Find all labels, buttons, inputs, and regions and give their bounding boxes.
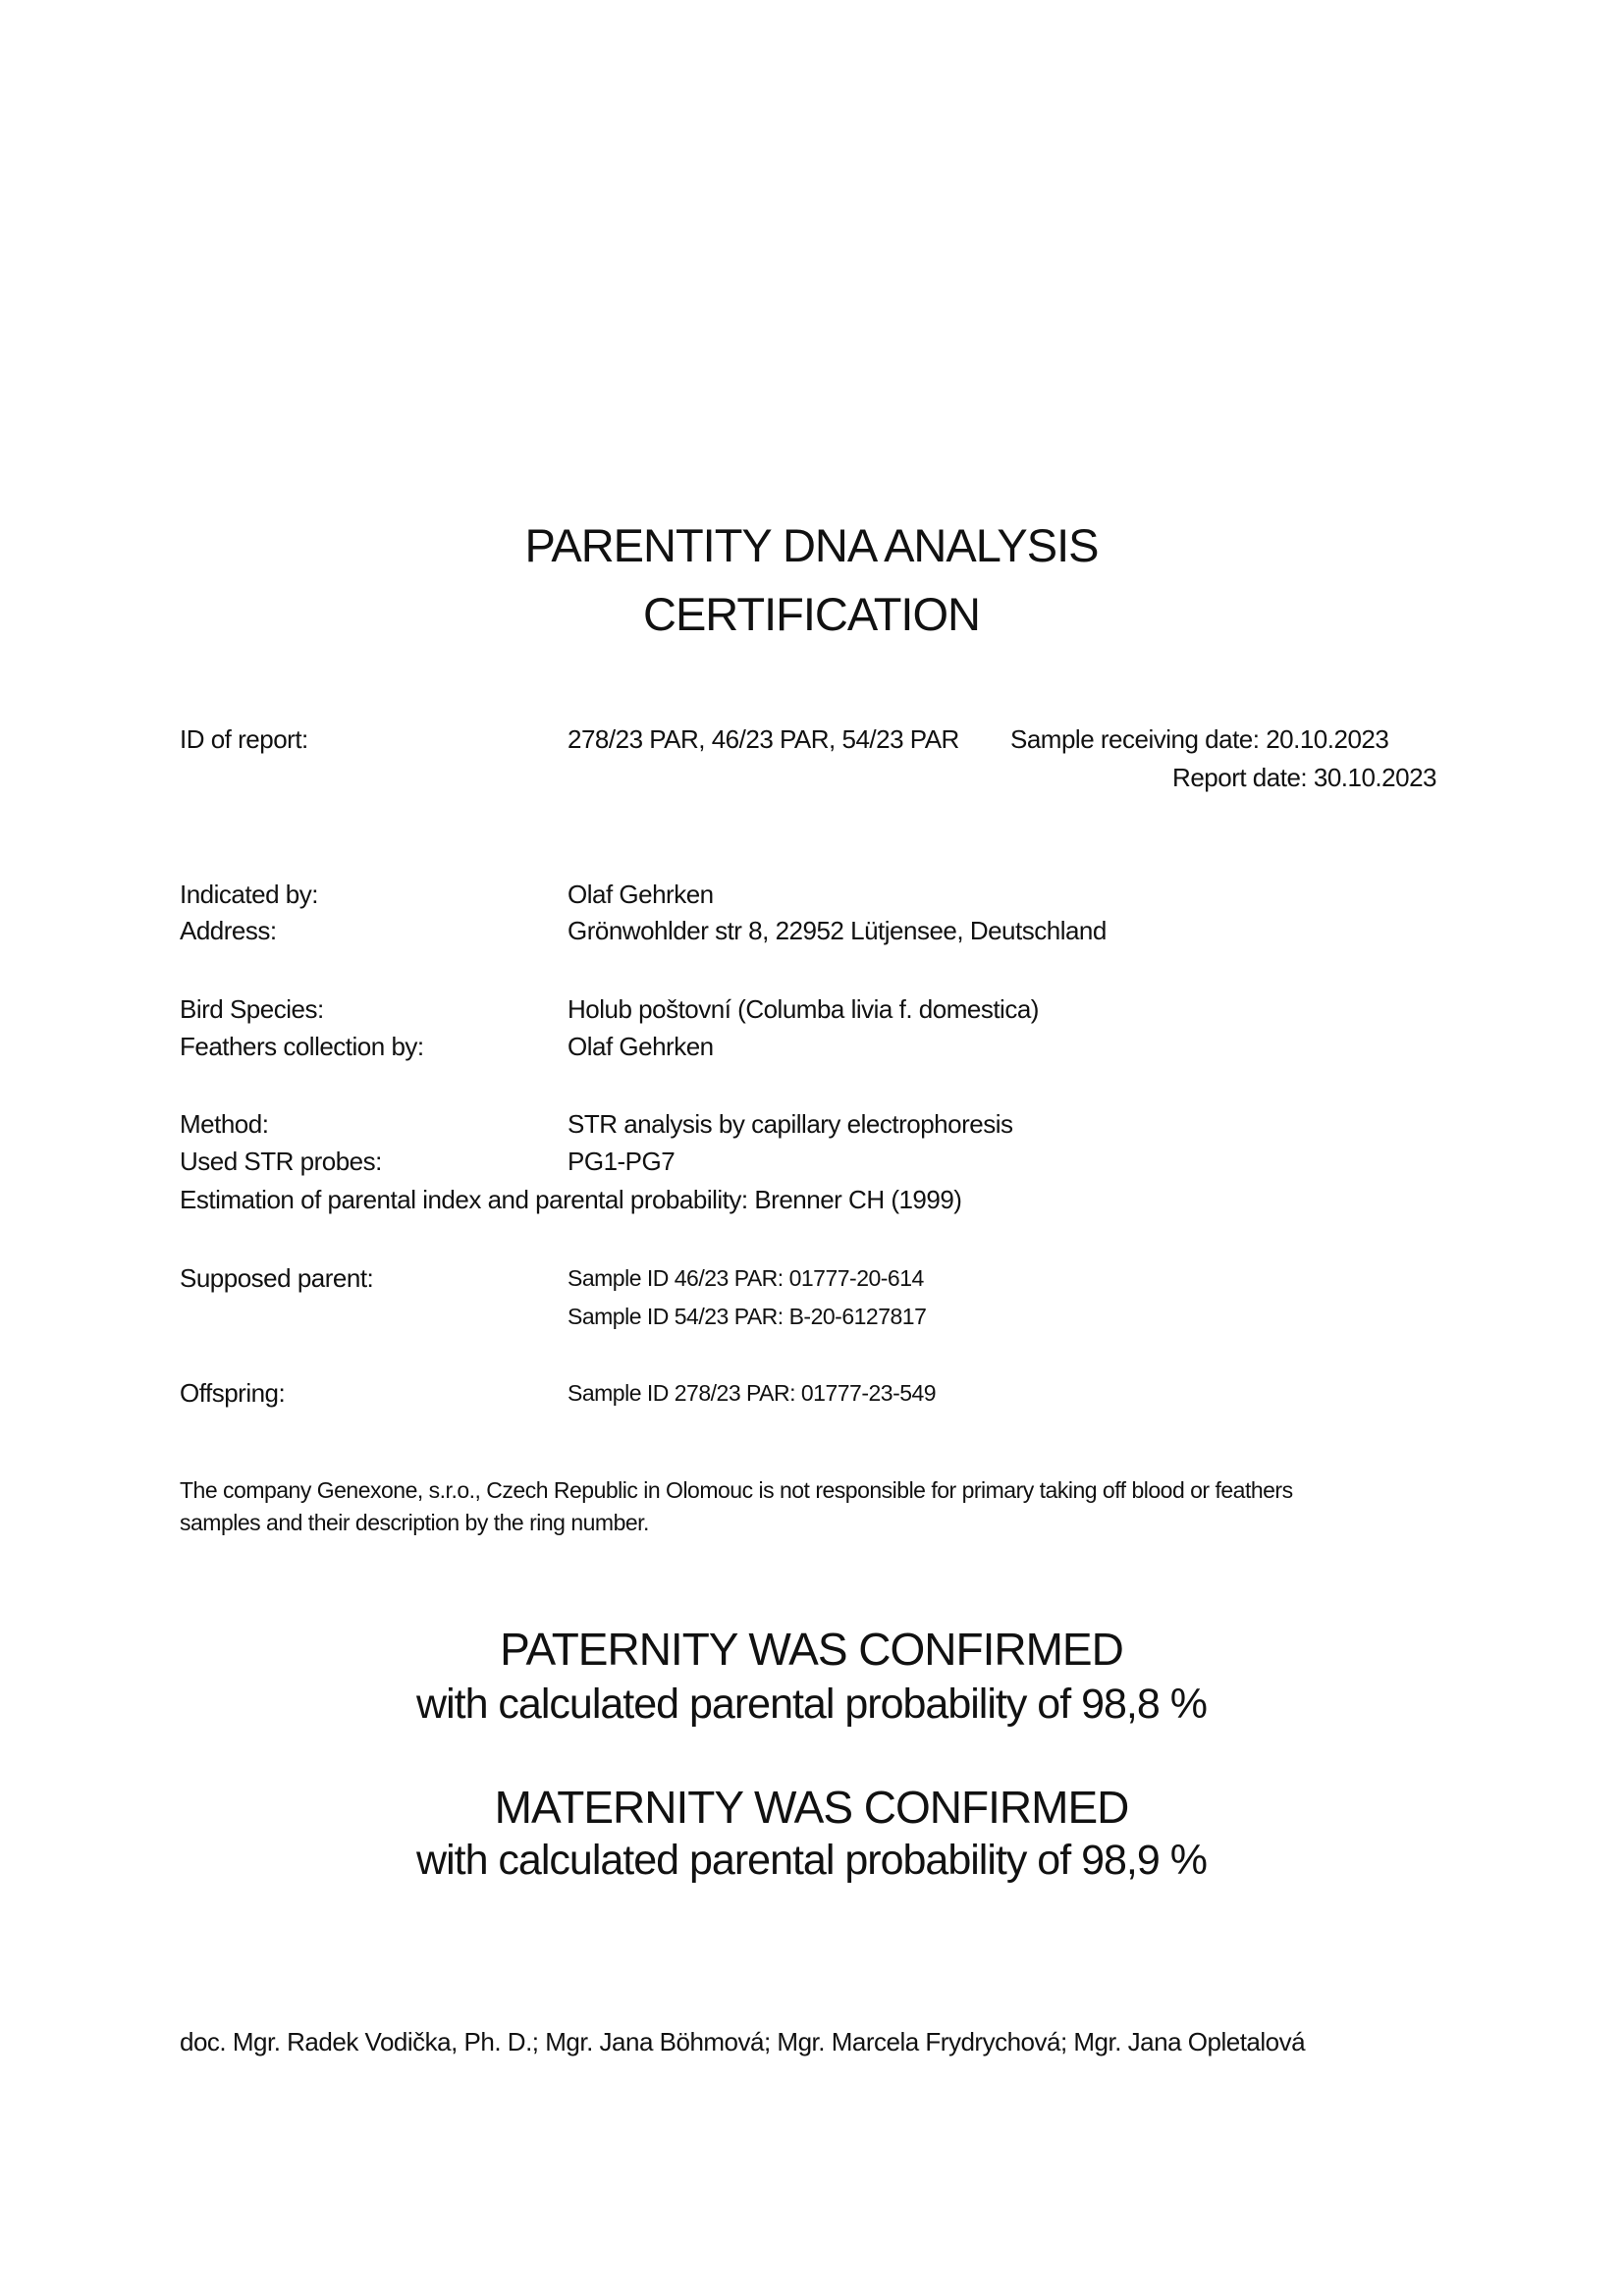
indicated-by-value: Olaf Gehrken (568, 880, 714, 909)
probes-label: Used STR probes: (180, 1147, 382, 1176)
disclaimer-line-1: The company Genexone, s.r.o., Czech Repu… (180, 1477, 1293, 1503)
offspring-label: Offspring: (180, 1378, 286, 1408)
collection-value: Olaf Gehrken (568, 1032, 714, 1061)
report-date: Report date: 30.10.2023 (1172, 763, 1436, 792)
address-label: Address: (180, 916, 277, 945)
indicated-by-label: Indicated by: (180, 880, 318, 909)
signatories: doc. Mgr. Radek Vodička, Ph. D.; Mgr. Ja… (180, 2027, 1306, 2056)
report-id-value: 278/23 PAR, 46/23 PAR, 54/23 PAR (568, 724, 959, 754)
sample-receiving-date: Sample receiving date: 20.10.2023 (1010, 724, 1389, 754)
supposed-parent-1: Sample ID 46/23 PAR: 01777-20-614 (568, 1265, 924, 1291)
method-value: STR analysis by capillary electrophoresi… (568, 1109, 1013, 1139)
maternity-probability: with calculated parental probability of … (416, 1837, 1208, 1884)
title-line-1: PARENTITY DNA ANALYSIS (524, 519, 1100, 571)
title-line-2: CERTIFICATION (643, 588, 981, 640)
species-label: Bird Species: (180, 994, 324, 1024)
method-label: Method: (180, 1109, 269, 1139)
supposed-parent-label: Supposed parent: (180, 1263, 374, 1293)
probes-value: PG1-PG7 (568, 1147, 676, 1176)
address-value: Grönwohlder str 8, 22952 Lütjensee, Deut… (568, 916, 1107, 945)
paternity-result: PATERNITY WAS CONFIRMED (500, 1624, 1124, 1675)
disclaimer-line-2: samples and their description by the rin… (180, 1510, 649, 1535)
maternity-result: MATERNITY WAS CONFIRMED (494, 1782, 1130, 1833)
species-value: Holub poštovní (Columba livia f. domesti… (568, 994, 1039, 1024)
offspring-value: Sample ID 278/23 PAR: 01777-23-549 (568, 1380, 937, 1406)
collection-label: Feathers collection by: (180, 1032, 424, 1061)
report-id-label: ID of report: (180, 724, 308, 754)
supposed-parent-2: Sample ID 54/23 PAR: B-20-6127817 (568, 1304, 927, 1329)
paternity-probability: with calculated parental probability of … (416, 1681, 1208, 1728)
estimation-text: Estimation of parental index and parenta… (180, 1185, 962, 1214)
